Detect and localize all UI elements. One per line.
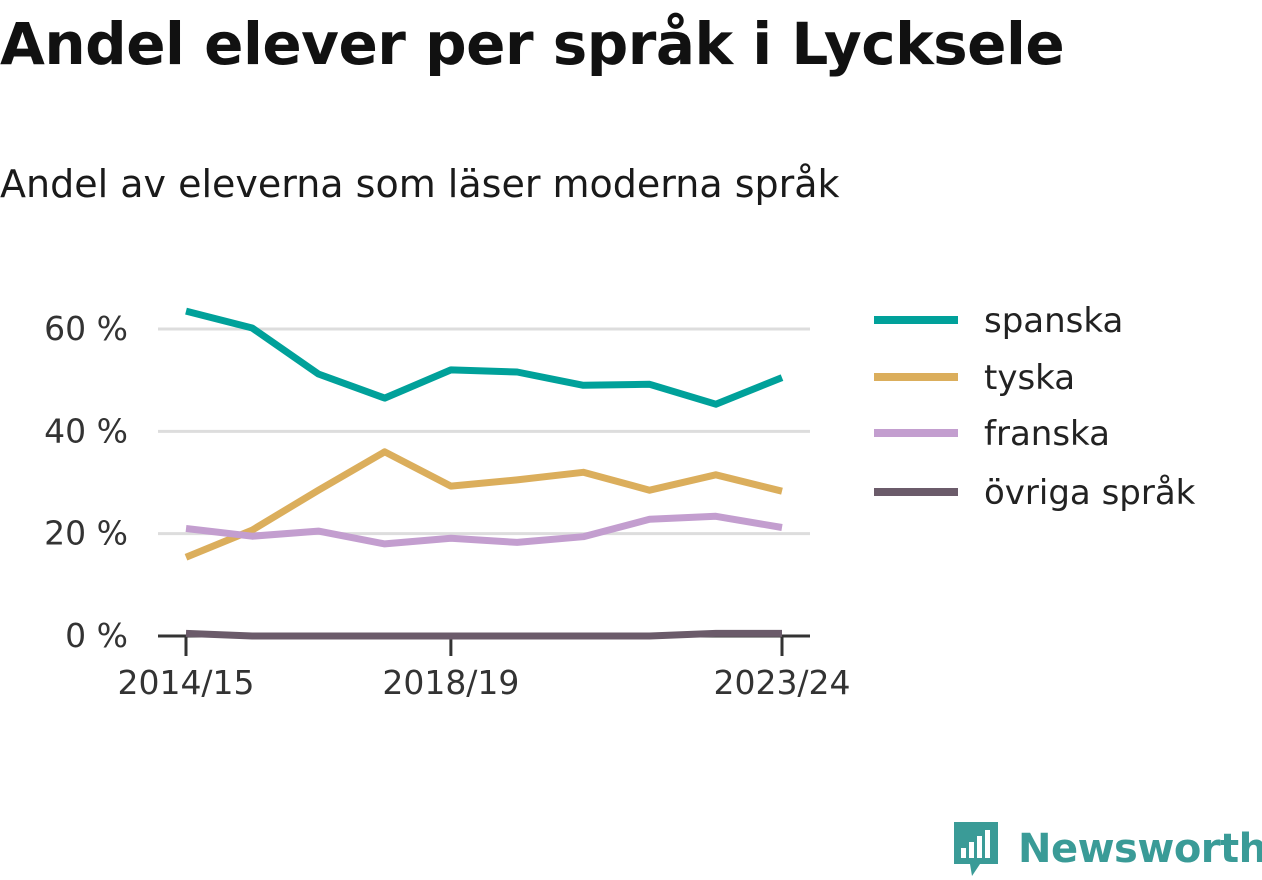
legend-label: övriga språk (984, 473, 1196, 513)
series-line-spanska (185, 307, 784, 408)
logo-text: Newsworthy (1018, 826, 1262, 872)
legend-label: spanska (984, 301, 1123, 341)
x-tick-label: 2018/19 (382, 663, 519, 702)
legend-label: tyska (984, 358, 1075, 398)
y-tick-label: 60 % (44, 309, 128, 348)
series-line-tyska (184, 448, 783, 561)
y-tick-label: 0 % (65, 616, 128, 655)
chart-title: Andel elever per språk i Lycksele (0, 10, 1065, 78)
x-tick-label: 2023/24 (713, 663, 850, 702)
x-tick-label: 2014/15 (117, 663, 254, 702)
newsworthy-logo: Newsworthy (950, 818, 1262, 880)
y-tick-label: 40 % (44, 411, 128, 450)
newsworthy-logo-icon (954, 822, 998, 876)
y-tick-label: 20 % (44, 514, 128, 553)
series-line-övriga-språk (185, 629, 782, 640)
chart-subtitle: Andel av eleverna som läser moderna språ… (0, 162, 840, 206)
legend-label: franska (984, 414, 1110, 454)
series-line-franska (185, 512, 783, 548)
